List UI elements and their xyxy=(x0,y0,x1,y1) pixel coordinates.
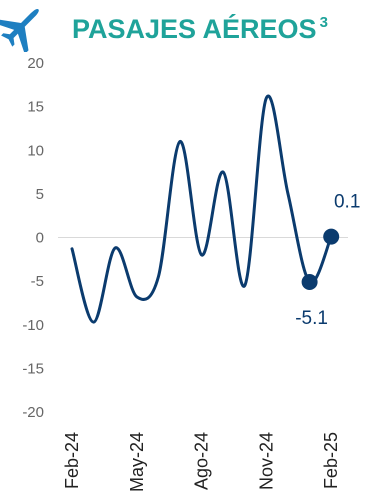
y-tick-label: 5 xyxy=(36,186,44,203)
x-tick-label: Ago-24 xyxy=(192,432,212,490)
chart-title: PASAJES AÉREOS 3 xyxy=(72,7,328,45)
chart-header: PASAJES AÉREOS 3 xyxy=(0,0,365,52)
data-label: 0.1 xyxy=(334,192,360,213)
y-tick-label: -15 xyxy=(22,360,44,377)
plot-area: -5.1 0.1 xyxy=(70,94,360,329)
x-tick-label: Nov-24 xyxy=(256,432,276,490)
series-line xyxy=(70,94,333,324)
y-tick-label: -5 xyxy=(31,273,44,290)
y-tick-label: 15 xyxy=(27,99,44,116)
x-tick-label: May-24 xyxy=(127,432,147,492)
x-tick-label: Feb-25 xyxy=(321,432,341,489)
y-tick-label: -10 xyxy=(22,317,44,334)
x-tick-label: Feb-24 xyxy=(62,432,82,489)
y-tick-label: 10 xyxy=(27,142,44,159)
chart-title-superscript: 3 xyxy=(319,14,328,31)
x-axis: Feb-24 May-24 Ago-24 Nov-24 Feb-25 xyxy=(62,432,341,492)
airplane-icon-shape xyxy=(0,8,39,52)
airplane-icon xyxy=(0,8,39,52)
highlight-marker xyxy=(323,228,340,245)
y-tick-label: 0 xyxy=(36,230,44,247)
y-axis: 20 15 10 5 0 -5 -10 -15 -20 xyxy=(22,55,348,421)
y-tick-label: -20 xyxy=(22,404,44,421)
y-tick-label: 20 xyxy=(27,55,44,72)
data-label: -5.1 xyxy=(295,308,328,329)
chart-title-text: PASAJES AÉREOS xyxy=(72,14,317,44)
highlight-marker xyxy=(301,273,318,290)
